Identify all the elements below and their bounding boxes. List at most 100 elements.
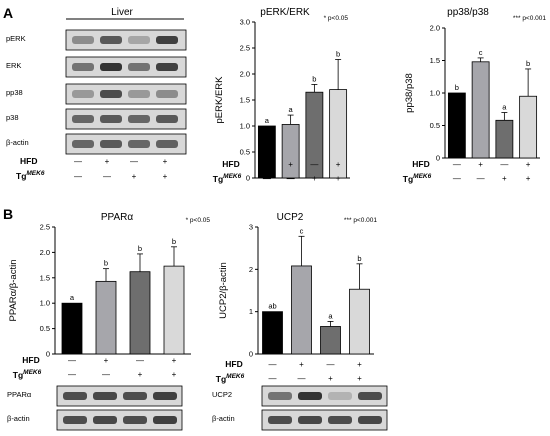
sig-letter-1: ab (268, 302, 276, 311)
chart-ppara: PPARα * p<0.05 PPARα/β-actin 0 0.5 1.0 1.5 2.0 2… (8, 212, 210, 380)
chart-perk-hfd-sign-2: + (288, 160, 293, 169)
y-tick-label-1-0: 1.0 (430, 89, 440, 98)
sig-letter-4: b (172, 237, 176, 246)
y-axis-label: pp38/p38 (404, 73, 415, 113)
y-tick-label-1-0: 1.0 (240, 122, 250, 131)
bar-3 (320, 326, 341, 355)
blot-band-1-2 (100, 36, 122, 44)
sig-letter-2: b (104, 259, 108, 268)
significance-note: *** p<0.001 (513, 15, 546, 22)
blot-strip-3 (65, 83, 187, 105)
y-tick-label-0-5: 0.5 (430, 121, 440, 130)
blot-right-label-1: UCP2 (212, 390, 232, 399)
blot-right-band-1-3 (328, 392, 352, 400)
tg-label-sup: MEK6 (226, 373, 244, 380)
blot-left-band-2-3 (123, 416, 147, 424)
sig-letter-3: b (312, 74, 316, 83)
chart-ucp2-hfd-sign-1: — (269, 360, 277, 369)
chart-ucp2-tg-sign-1: — (269, 374, 277, 383)
blot-band-1-4 (156, 36, 178, 44)
tg-label-a-sup: MEK6 (26, 170, 44, 177)
blot-band-3-3 (128, 90, 150, 98)
chart-ucp2-tg-sign-3: + (328, 374, 333, 383)
blot-band-1-3 (128, 36, 150, 44)
blot-left-strip-2 (56, 409, 183, 431)
tg-label-sup: MEK6 (413, 173, 431, 180)
blot-left-band-1-4 (153, 392, 177, 400)
blot-band-4-3 (128, 115, 150, 123)
blot-band-4-4 (156, 115, 178, 123)
y-tick-label-0: 0 (249, 350, 253, 359)
chart-title: PPARα (101, 212, 133, 223)
blot-left-label-1: PPARα (7, 390, 32, 399)
blot-a-hfd-sign-3: — (130, 157, 138, 166)
sig-letter-4: b (336, 49, 340, 58)
tg-label: TgMEK6 (213, 173, 242, 184)
y-axis-label: pERK/ERK (214, 76, 225, 124)
bar-2 (95, 280, 117, 355)
blot-band-5-1 (72, 140, 94, 148)
sig-letter-3: a (502, 103, 507, 112)
hfd-label: HFD (225, 359, 242, 369)
blot-label-actin: β-actin (6, 138, 29, 147)
chart-ppara-tg-sign-1: — (68, 370, 76, 379)
chart-ucp2-hfd-sign-3: — (327, 360, 335, 369)
blot-label-pp38: pp38 (6, 88, 23, 97)
sig-letter-2: c (479, 48, 483, 57)
blot-left-label-2: β-actin (7, 414, 30, 423)
y-tick-label-0: 0 (436, 154, 440, 163)
hfd-label: HFD (22, 355, 39, 365)
sig-letter-2: a (289, 105, 294, 114)
chart-pp38-p38: pp38/p38 *** p<0.001 pp38/p38 0 0.5 1.0 1.5 2.0… (403, 7, 547, 184)
blot-right-band-1-4 (358, 392, 382, 400)
chart-perk-tg-sign-3: + (312, 174, 317, 183)
chart-ppara-tg-sign-3: + (138, 370, 143, 379)
blot-left-band-1-2 (93, 392, 117, 400)
blot-right-band-1-1 (268, 392, 292, 400)
hfd-label-a: HFD (20, 156, 37, 166)
tg-label-sup: MEK6 (23, 369, 41, 376)
bar-1 (61, 302, 83, 355)
y-tick-label-2-0: 2.0 (430, 24, 440, 33)
blot-band-2-4 (156, 63, 178, 71)
blot-title-liver: Liver (111, 7, 133, 18)
blot-strips-a: pERK ERK pp38 p38 β-actin (6, 29, 187, 155)
blot-band-2-3 (128, 63, 150, 71)
tg-label-main: Tg (216, 374, 226, 384)
chart-ppara-hfd-sign-3: — (136, 356, 144, 365)
chart-perk-tg-sign-2: — (287, 174, 295, 183)
y-tick-label-0-5: 0.5 (240, 148, 250, 157)
chart-ppara-tg-sign-2: — (102, 370, 110, 379)
chart-pp38-tg-sign-4: + (526, 174, 531, 183)
chart-perk-hfd-sign-4: + (336, 160, 341, 169)
blot-a-hfd-sign-4: + (163, 157, 168, 166)
blot-label-p38: p38 (6, 113, 19, 122)
panel-letter-b: B (3, 206, 13, 222)
blot-band-5-2 (100, 140, 122, 148)
blot-left-band-2-4 (153, 416, 177, 424)
hfd-label: HFD (412, 159, 429, 169)
blot-strip-4 (65, 108, 187, 130)
bar-4 (349, 288, 370, 355)
chart-perk-tg-sign-1: — (263, 174, 271, 183)
chart-pp38-hfd-sign-4: + (526, 160, 531, 169)
chart-ppara-tg-sign-4: + (172, 370, 177, 379)
blot-a-tg-sign-2: — (103, 172, 111, 181)
y-tick-label-1: 1 (249, 307, 253, 316)
y-tick-label-2-5: 2.5 (40, 223, 50, 232)
significance-note: * p<0.05 (324, 15, 349, 22)
chart-title: UCP2 (277, 212, 304, 223)
blot-right-band-2-1 (268, 416, 292, 424)
tg-label-a-main: Tg (16, 171, 26, 181)
blot-right-band-2-3 (328, 416, 352, 424)
blot-strip-1 (65, 29, 187, 51)
y-tick-label-2: 2 (249, 265, 253, 274)
chart-perk-hfd-sign-3: — (310, 160, 318, 169)
blot-label-erk: ERK (6, 61, 21, 70)
bar-1 (257, 125, 276, 179)
blot-band-3-2 (100, 90, 122, 98)
blot-band-1-1 (72, 36, 94, 44)
y-tick-label-0: 0 (246, 174, 250, 183)
significance-note: *** p<0.001 (344, 217, 377, 224)
bar-2 (281, 124, 300, 179)
